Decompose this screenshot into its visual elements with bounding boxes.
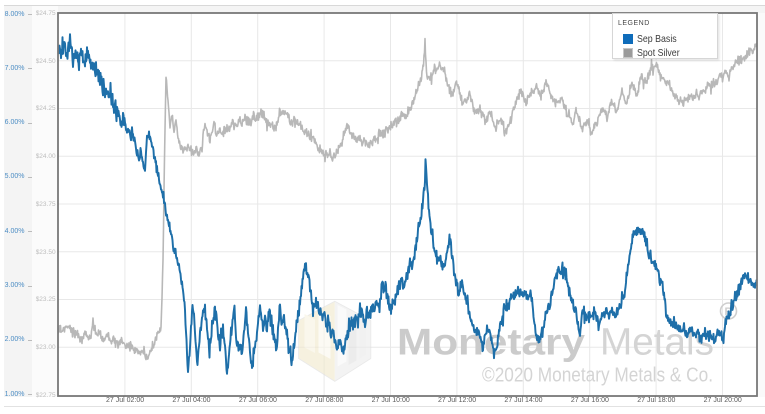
svg-text:Metals: Metals [600, 322, 714, 364]
svg-text:©2020 Monetary Metals & Co.: ©2020 Monetary Metals & Co. [482, 365, 713, 387]
